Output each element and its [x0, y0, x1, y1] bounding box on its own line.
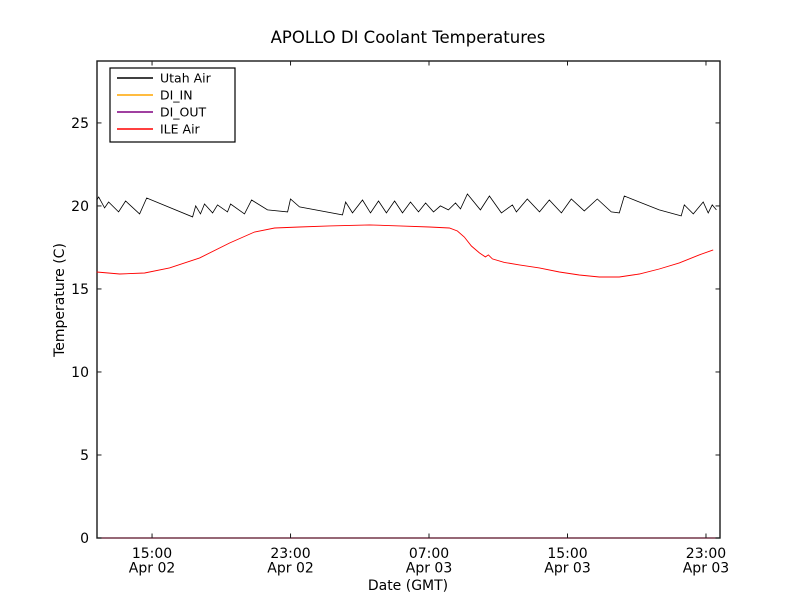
y-tick-label: 0 [80, 531, 89, 547]
x-tick-time-label: 15:00 [132, 546, 172, 562]
x-tick-time-label: 23:00 [686, 546, 726, 562]
x-tick-date-label: Apr 03 [683, 561, 729, 577]
x-tick-date-label: Apr 02 [129, 561, 175, 577]
y-tick-label: 25 [71, 116, 89, 132]
legend: Utah Air DI_IN DI_OUT ILE Air [109, 67, 236, 143]
y-tick-label: 10 [71, 365, 89, 381]
x-tick-date-label: Apr 03 [544, 561, 590, 577]
legend-entry-label: Utah Air [160, 71, 212, 86]
y-tick-label: 15 [71, 282, 89, 298]
series-layer [96, 193, 720, 539]
series-line-utah-air [96, 193, 717, 218]
series-line-ile-air [96, 224, 714, 278]
x-axis-label: Date (GMT) [368, 578, 448, 594]
chart-title: APOLLO DI Coolant Temperatures [271, 28, 546, 47]
y-tick-label: 5 [80, 448, 89, 464]
x-tick-date-label: Apr 03 [406, 561, 452, 577]
legend-entry-label: DI_OUT [160, 105, 207, 120]
x-tick-time-label: 23:00 [270, 546, 310, 562]
legend-entry-label: DI_IN [160, 88, 193, 103]
x-tick-time-label: 15:00 [547, 546, 587, 562]
y-axis-label: Temperature (C) [52, 243, 68, 358]
x-tick-date-label: Apr 02 [267, 561, 313, 577]
x-tick-time-label: 07:00 [409, 546, 449, 562]
y-tick-label: 20 [71, 199, 89, 215]
legend-entry-label: ILE Air [160, 122, 201, 137]
